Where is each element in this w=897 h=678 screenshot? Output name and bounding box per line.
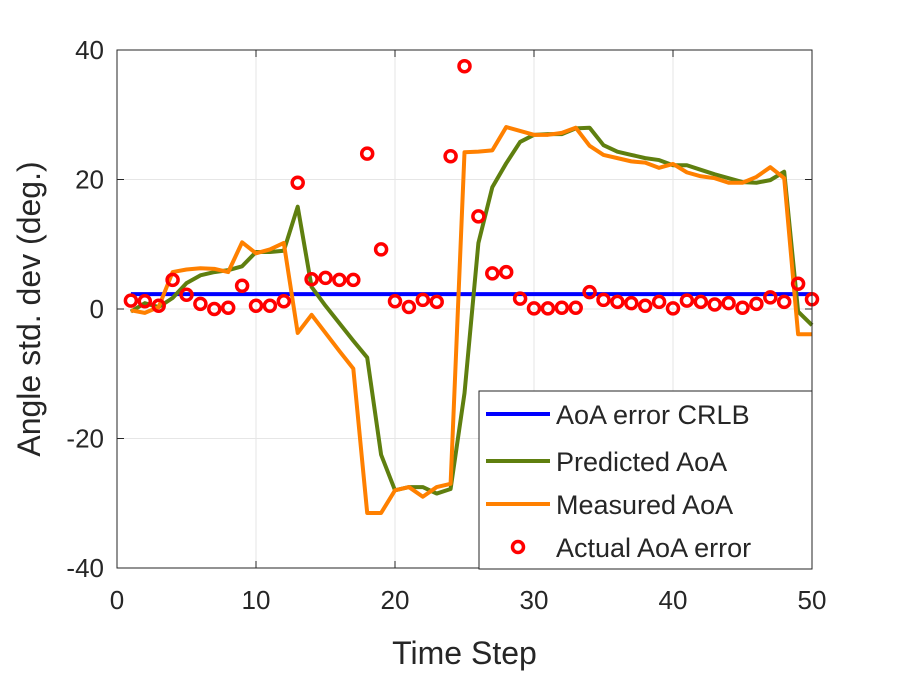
data-point-actual-aoa-error <box>165 272 180 288</box>
data-point-actual-aoa-error <box>332 272 347 288</box>
data-point-actual-aoa-error <box>359 146 375 161</box>
data-point-actual-aoa-error <box>262 298 278 314</box>
data-point-actual-aoa-error <box>318 270 333 286</box>
data-point-actual-aoa-error <box>220 300 236 315</box>
data-point-actual-aoa-error <box>123 293 139 308</box>
legend: AoA error CRLB Predicted AoA Measured AoA A… <box>478 390 813 570</box>
data-point-actual-aoa-error <box>207 301 222 317</box>
legend-swatch-actual-aoa-error <box>510 539 526 555</box>
y-tick-label: -20 <box>66 424 104 454</box>
data-point-actual-aoa-error <box>304 271 319 287</box>
data-point-actual-aoa-error <box>735 300 750 315</box>
data-point-actual-aoa-error <box>346 272 361 288</box>
x-tick-label: 40 <box>659 585 688 615</box>
data-point-actual-aoa-error <box>610 294 625 310</box>
y-tick-label: 0 <box>90 294 104 324</box>
data-point-actual-aoa-error <box>707 297 722 312</box>
series-line-measured-aoa <box>130 125 812 515</box>
data-point-actual-aoa-error <box>763 290 778 305</box>
data-point-actual-aoa-error <box>179 287 194 303</box>
x-tick-label: 50 <box>798 585 827 615</box>
legend-label-actual-aoa-error: Actual AoA error <box>556 533 751 563</box>
data-point-actual-aoa-error <box>248 298 264 314</box>
x-axis-label: Time Step <box>392 635 537 671</box>
x-tick-label: 20 <box>381 585 410 615</box>
data-point-actual-aoa-error <box>485 266 500 281</box>
ticks: 0 10 20 30 40 50 -40 -20 0 20 40 <box>66 35 826 615</box>
data-point-actual-aoa-error <box>498 264 514 280</box>
data-point-actual-aoa-error <box>234 278 250 293</box>
data-point-actual-aoa-error <box>290 175 305 190</box>
data-point-actual-aoa-error <box>554 300 570 315</box>
data-point-actual-aoa-error <box>415 292 431 308</box>
data-point-actual-aoa-error <box>151 298 166 314</box>
series-line-predicted-aoa <box>129 125 814 496</box>
data-point-actual-aoa-error <box>137 293 153 309</box>
x-tick-label: 0 <box>110 585 124 615</box>
data-point-actual-aoa-error <box>540 301 556 316</box>
data-point-actual-aoa-error <box>443 148 458 164</box>
legend-box <box>478 390 813 570</box>
data-point-actual-aoa-error <box>721 295 736 311</box>
data-point-actual-aoa-error <box>276 293 292 309</box>
data-point-actual-aoa-error <box>512 291 528 306</box>
data-point-actual-aoa-error <box>637 298 653 314</box>
y-tick-label: 40 <box>75 35 104 65</box>
data-point-actual-aoa-error <box>596 292 611 308</box>
data-point-actual-aoa-error <box>429 294 444 310</box>
data-point-actual-aoa-error <box>651 294 667 310</box>
data-point-actual-aoa-error <box>679 293 695 308</box>
data-point-actual-aoa-error <box>568 300 583 315</box>
legend-label-aoa-error-crlb: AoA error CRLB <box>556 400 750 430</box>
x-tick-label: 30 <box>520 585 549 615</box>
y-axis-label: Angle std. dev (deg.) <box>11 161 47 456</box>
legend-label-predicted-aoa: Predicted AoA <box>556 447 727 477</box>
data-point-actual-aoa-error <box>582 284 597 300</box>
data-point-actual-aoa-error <box>526 301 542 316</box>
data-point-actual-aoa-error <box>471 209 486 224</box>
data-point-actual-aoa-error <box>693 294 709 310</box>
data-point-actual-aoa-error <box>373 242 389 257</box>
y-tick-label: -40 <box>66 553 104 583</box>
data-point-actual-aoa-error <box>790 276 806 291</box>
legend-label-measured-aoa: Measured AoA <box>556 490 733 520</box>
data-point-actual-aoa-error <box>401 299 417 315</box>
data-point-actual-aoa-error <box>776 294 792 310</box>
data-point-actual-aoa-error <box>665 301 681 316</box>
data-point-actual-aoa-error <box>457 58 472 74</box>
data-point-actual-aoa-error <box>624 295 639 311</box>
data-point-actual-aoa-error <box>193 296 208 312</box>
x-tick-label: 10 <box>242 585 271 615</box>
data-point-actual-aoa-error <box>387 293 403 309</box>
y-tick-label: 20 <box>75 165 104 195</box>
data-point-actual-aoa-error <box>749 296 764 312</box>
